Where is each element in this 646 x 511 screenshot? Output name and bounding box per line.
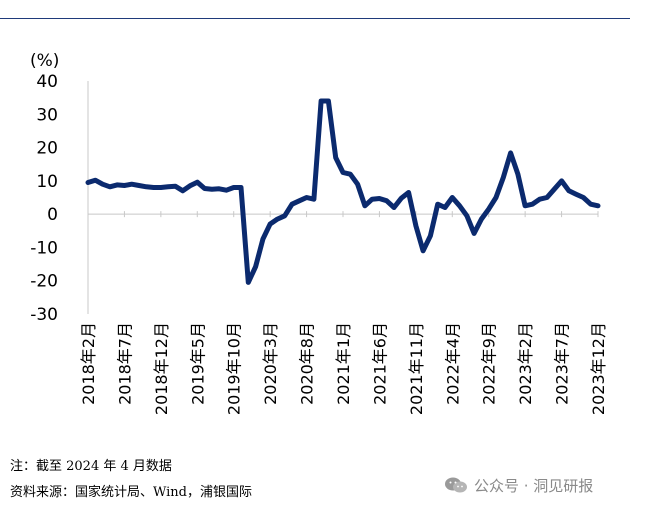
- source-note: 资料来源：国家统计局、Wind，浦银国际: [10, 485, 252, 500]
- x-tick-label: 2021年1月: [334, 322, 353, 405]
- x-tick-label: 2022年4月: [443, 322, 462, 405]
- y-axis-label: (%): [30, 51, 59, 71]
- x-tick-label: 2023年7月: [553, 322, 572, 405]
- y-tick-label: 30: [36, 105, 58, 125]
- x-tick-label: 2018年12月: [152, 322, 171, 415]
- x-tick-label: 2023年12月: [589, 322, 608, 415]
- top-rule: [0, 18, 630, 19]
- footnote: 注：截至 2024 年 4 月数据: [10, 459, 172, 474]
- watermark-text: 公众号 · 洞见研报: [474, 476, 594, 495]
- x-tick-label: 2018年2月: [79, 322, 98, 405]
- watermark: 公众号 · 洞见研报: [444, 474, 593, 496]
- y-tick-label: 40: [36, 72, 58, 92]
- series-line: [85, 98, 601, 285]
- x-tick-label: 2019年5月: [188, 322, 207, 405]
- y-tick-label: -30: [30, 305, 58, 325]
- y-tick-label: 0: [47, 205, 58, 225]
- x-tick-label: 2020年3月: [261, 322, 280, 405]
- x-tick-label: 2021年11月: [407, 322, 426, 415]
- x-tick-label: 2021年6月: [370, 322, 389, 405]
- y-tick-label: 10: [36, 172, 58, 192]
- y-axis-ticks: 40 30 20 10 0 -10 -20 -30: [30, 72, 58, 325]
- x-tick-label: 2019年10月: [225, 322, 244, 415]
- y-tick-label: -10: [30, 238, 58, 258]
- x-axis-ticks: 2018年2月 2018年7月 2018年12月 2019年5月 2019年10月 202…: [79, 211, 608, 415]
- wechat-icon: [445, 477, 467, 493]
- y-tick-label: -20: [30, 272, 58, 292]
- x-tick-label: 2023年2月: [516, 322, 535, 405]
- x-tick-label: 2018年7月: [115, 322, 134, 405]
- x-tick-label: 2020年8月: [298, 322, 317, 405]
- y-tick-label: 20: [36, 139, 58, 159]
- x-tick-label: 2022年9月: [480, 322, 499, 405]
